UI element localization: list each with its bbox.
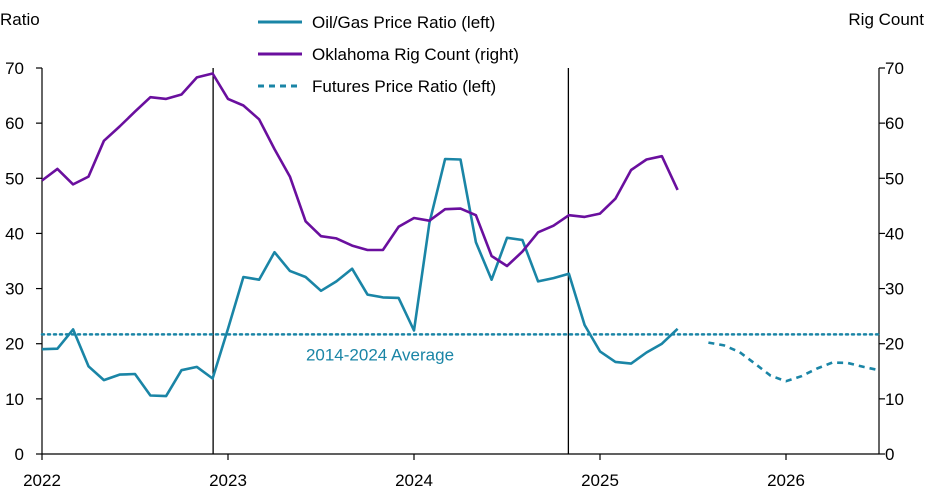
- right-y-tick-label: 20: [885, 335, 904, 354]
- x-tick-label: 2022: [23, 471, 61, 490]
- x-tick-label: 2024: [395, 471, 433, 490]
- left-y-tick-label: 10: [5, 390, 24, 409]
- right-axis-title: Rig Count: [848, 10, 924, 29]
- legend: Oil/Gas Price Ratio (left) Oklahoma Rig …: [258, 13, 519, 96]
- x-tick-label: 2026: [767, 471, 805, 490]
- vertical-markers: [212, 68, 570, 454]
- right-y-tick-label: 70: [885, 59, 904, 78]
- left-y-tick-label: 60: [5, 114, 24, 133]
- legend-label-futures: Futures Price Ratio (left): [312, 77, 496, 96]
- reference-line-group: 2014-2024 Average: [40, 333, 881, 364]
- right-y-tick-label: 10: [885, 390, 904, 409]
- series-line-futures-ratio: [708, 341, 880, 383]
- legend-label-rig-count: Oklahoma Rig Count (right): [312, 45, 519, 64]
- reference-line-label: 2014-2024 Average: [306, 345, 454, 364]
- series-line-rig-count: [41, 72, 679, 268]
- series-line-oil-gas-ratio: [41, 157, 679, 398]
- legend-label-oil-gas: Oil/Gas Price Ratio (left): [312, 13, 495, 32]
- left-y-tick-label: 40: [5, 224, 24, 243]
- right-y-tick-label: 60: [885, 114, 904, 133]
- left-y-tick-label: 50: [5, 169, 24, 188]
- right-y-tick-label: 0: [885, 445, 894, 464]
- x-tick-label: 2023: [209, 471, 247, 490]
- right-y-tick-label: 40: [885, 224, 904, 243]
- left-axis-title: Ratio: [0, 10, 40, 29]
- left-y-tick-label: 70: [5, 59, 24, 78]
- left-y-tick-label: 20: [5, 335, 24, 354]
- right-y-tick-label: 30: [885, 280, 904, 299]
- ticks-layer: 0 0 10 10 20 20 30 30 40 40 50 50 60 60 70 70 2022 2023 20…: [5, 59, 904, 490]
- left-y-tick-label: 30: [5, 280, 24, 299]
- left-y-tick-label: 0: [15, 445, 24, 464]
- right-y-tick-label: 50: [885, 169, 904, 188]
- series-layer: [41, 72, 880, 398]
- x-tick-label: 2025: [581, 471, 619, 490]
